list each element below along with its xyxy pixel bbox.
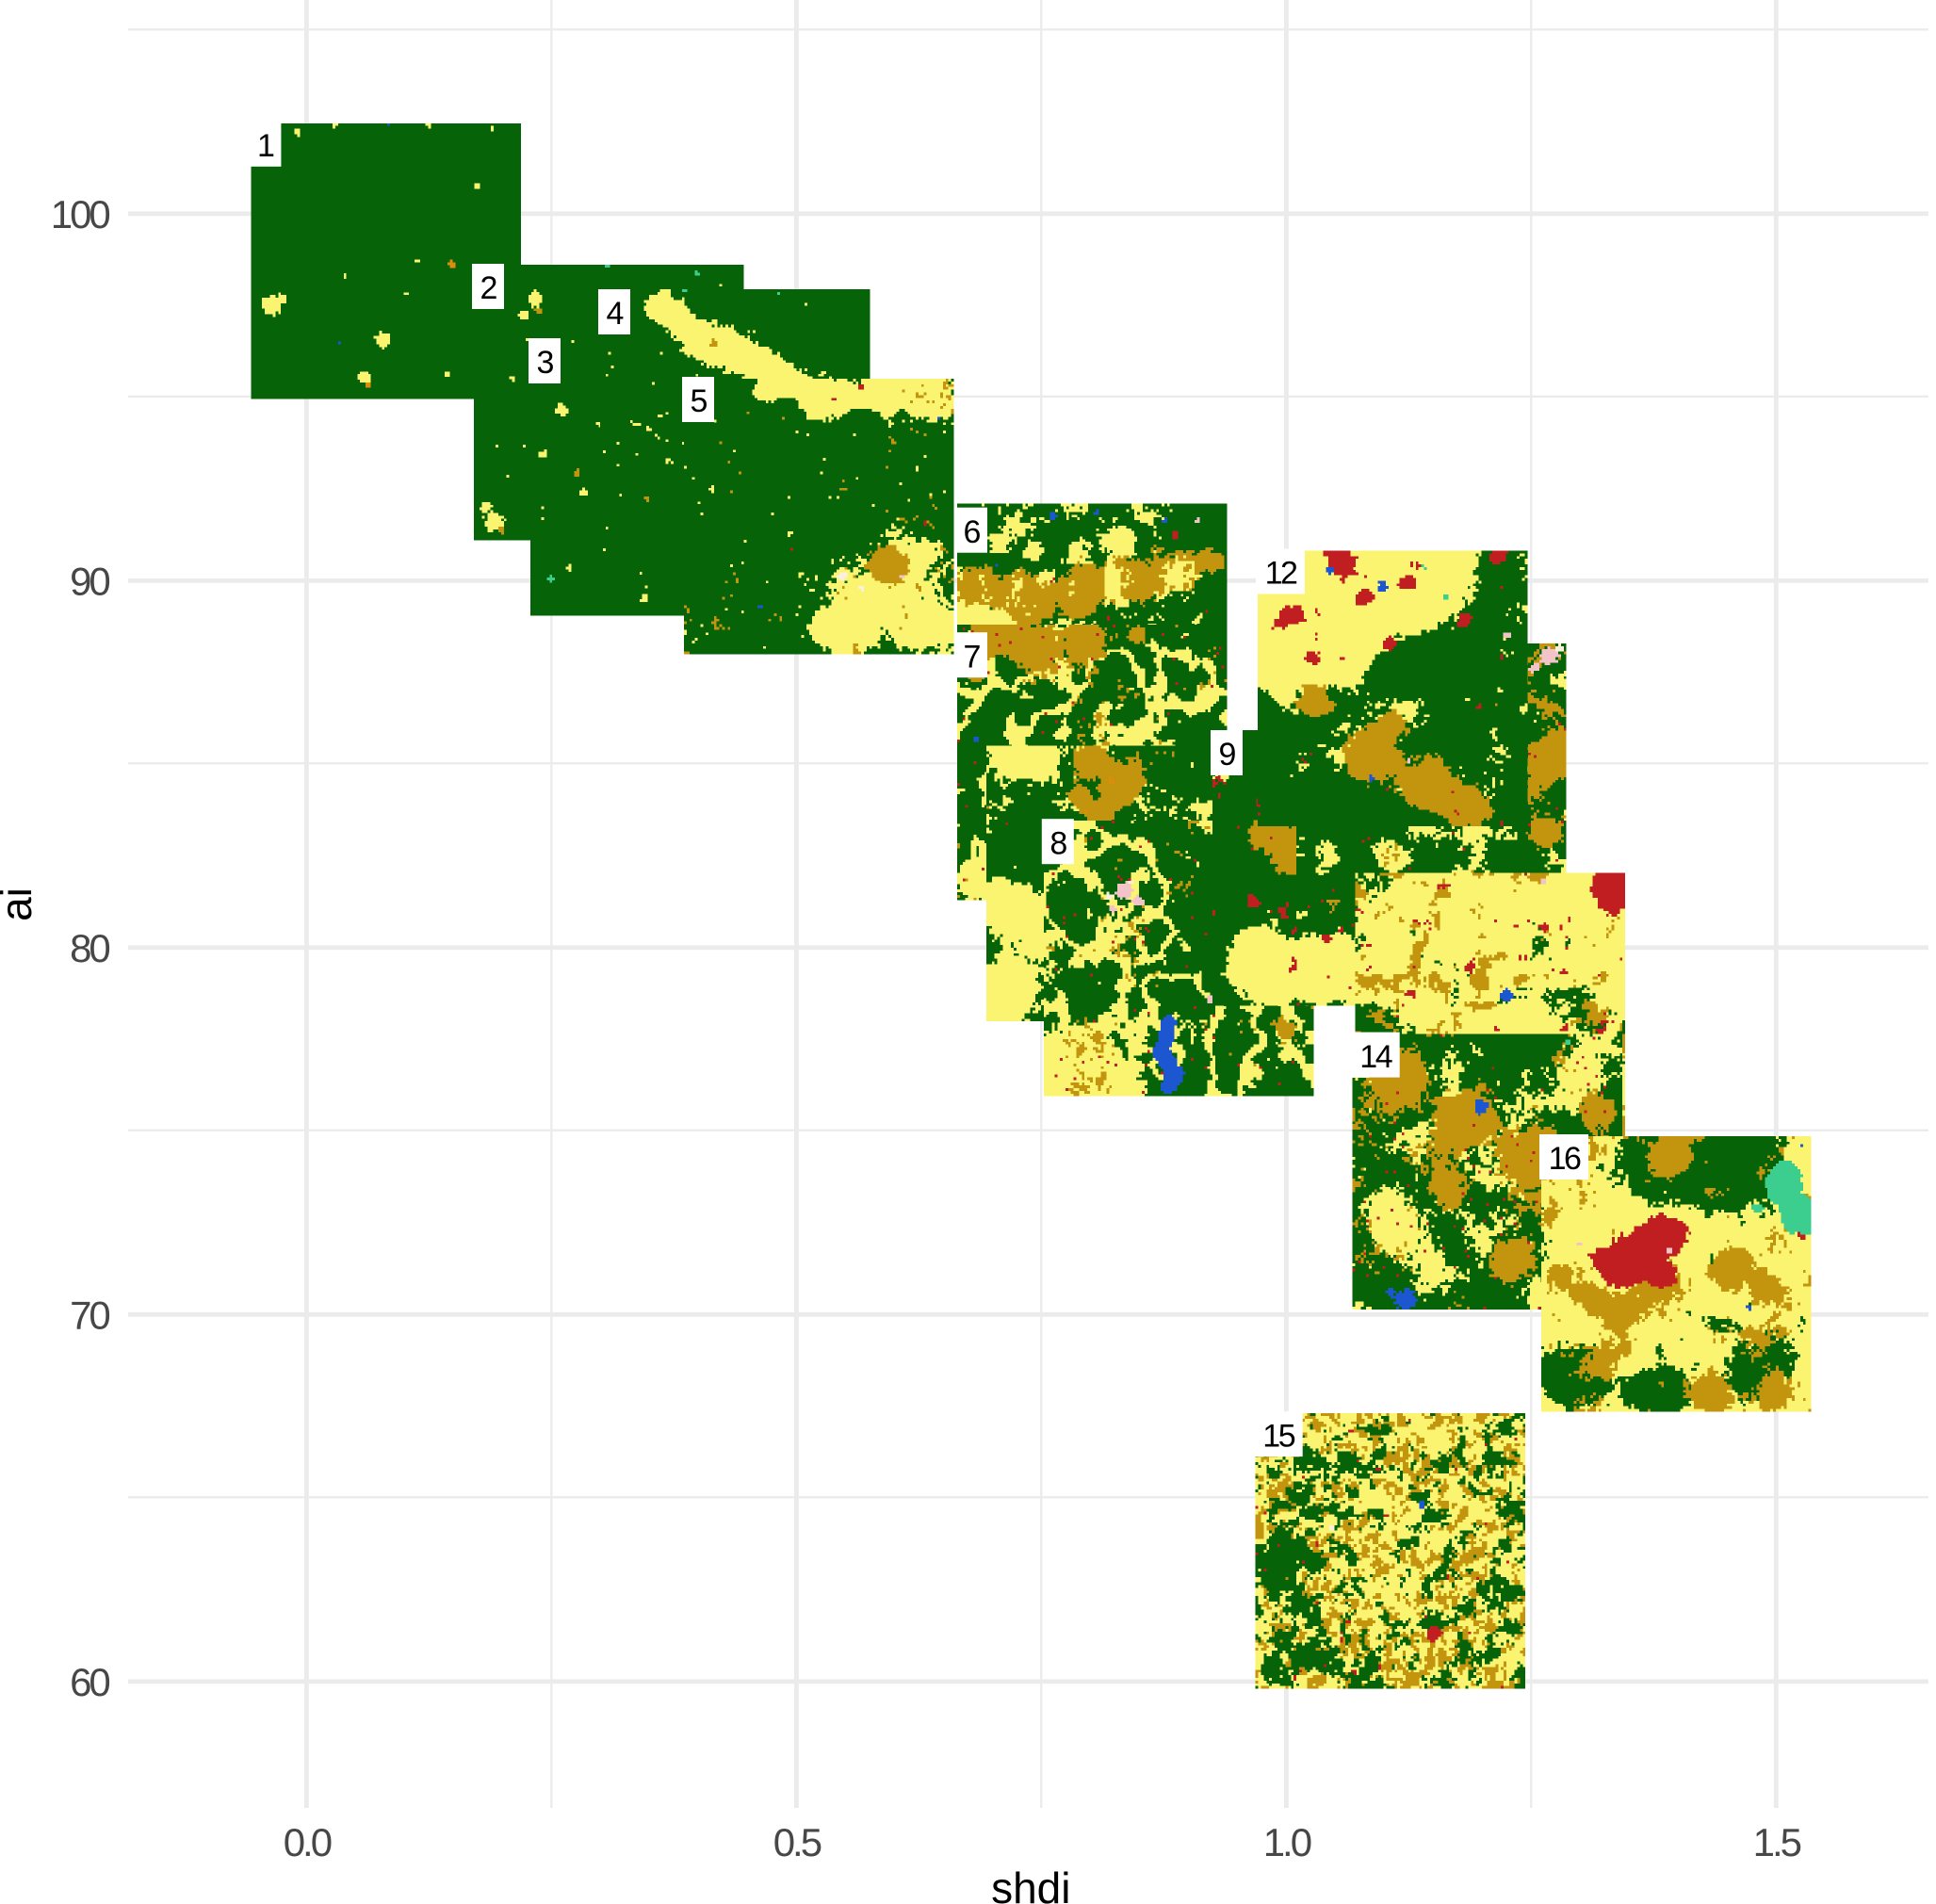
svg-text:0.5: 0.5 (773, 1820, 822, 1864)
svg-text:0.0: 0.0 (284, 1820, 332, 1864)
svg-text:1: 1 (257, 128, 275, 164)
svg-text:16: 16 (1549, 1141, 1581, 1177)
svg-text:2: 2 (480, 270, 498, 306)
svg-text:70: 70 (70, 1293, 109, 1337)
svg-text:60: 60 (70, 1660, 109, 1704)
svg-text:3: 3 (537, 345, 555, 381)
svg-text:ai: ai (0, 887, 41, 921)
svg-text:4: 4 (607, 296, 625, 332)
svg-text:7: 7 (964, 639, 982, 675)
svg-text:12: 12 (1265, 556, 1297, 592)
svg-text:5: 5 (691, 383, 708, 419)
svg-text:15: 15 (1262, 1418, 1294, 1454)
svg-text:8: 8 (1049, 825, 1067, 861)
svg-text:1.5: 1.5 (1753, 1820, 1801, 1864)
svg-text:14: 14 (1359, 1039, 1391, 1075)
svg-text:9: 9 (1219, 737, 1237, 773)
svg-text:90: 90 (70, 559, 109, 603)
svg-text:100: 100 (51, 192, 110, 236)
svg-text:1.0: 1.0 (1263, 1820, 1311, 1864)
svg-text:shdi: shdi (991, 1863, 1070, 1904)
svg-text:80: 80 (70, 926, 109, 970)
svg-text:6: 6 (964, 514, 982, 550)
